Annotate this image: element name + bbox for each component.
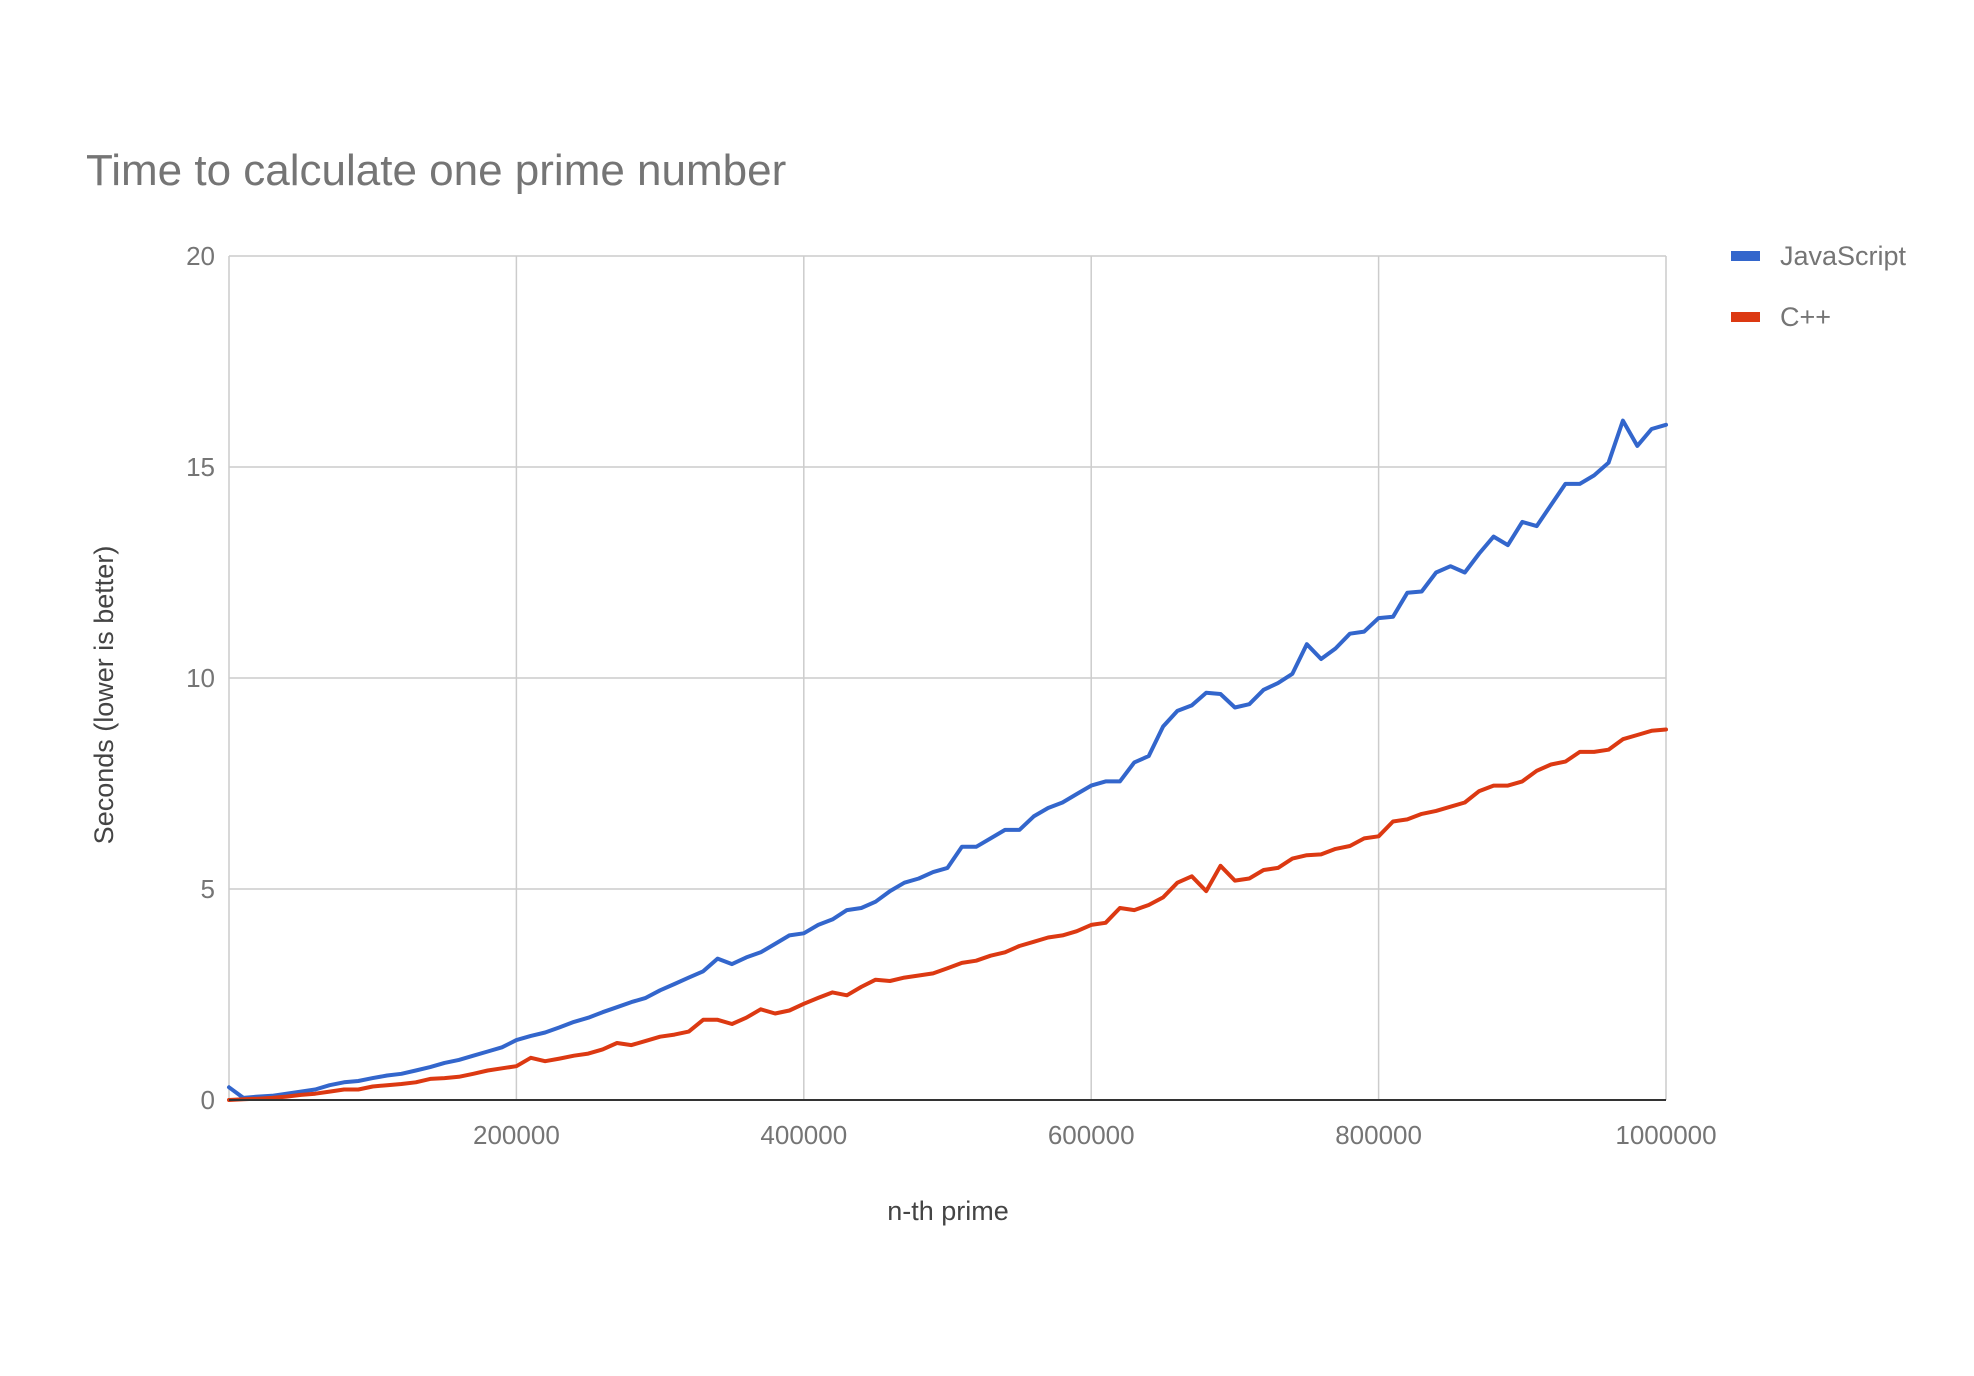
x-axis-label: n-th prime <box>887 1196 1009 1226</box>
y-axis-ticks: 0 5 10 15 20 <box>186 241 215 1115</box>
y-axis-label: Seconds (lower is better) <box>89 546 119 845</box>
x-tick-label: 1000000 <box>1615 1120 1716 1150</box>
series-lines <box>227 418 1668 1102</box>
x-tick-label: 800000 <box>1335 1120 1422 1150</box>
grid <box>228 255 1667 1100</box>
series-line-javascript <box>227 418 1668 1100</box>
x-tick-label: 200000 <box>473 1120 560 1150</box>
y-tick-label: 0 <box>201 1085 215 1115</box>
legend-label: C++ <box>1780 302 1831 332</box>
chart-title: Time to calculate one prime number <box>86 146 786 195</box>
legend-swatch <box>1731 251 1760 261</box>
legend-label: JavaScript <box>1780 241 1907 271</box>
series-line-c <box>227 727 1668 1102</box>
legend-swatch <box>1731 312 1760 322</box>
x-tick-label: 600000 <box>1048 1120 1135 1150</box>
legend: JavaScript C++ <box>1731 241 1907 332</box>
x-axis-ticks: 200000 400000 600000 800000 1000000 <box>473 1120 1717 1150</box>
x-tick-label: 400000 <box>760 1120 847 1150</box>
y-tick-label: 5 <box>201 874 215 904</box>
y-tick-label: 15 <box>186 452 215 482</box>
y-tick-label: 10 <box>186 663 215 693</box>
y-tick-label: 20 <box>186 241 215 271</box>
